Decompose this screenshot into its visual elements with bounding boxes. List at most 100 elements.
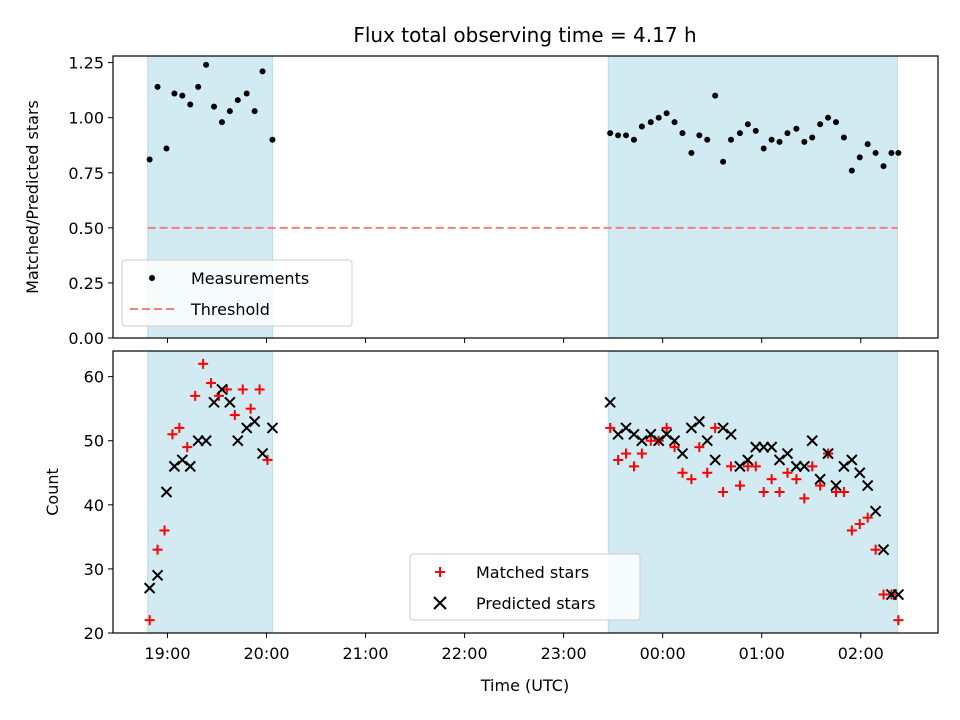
legend: Measurements Threshold: [121, 259, 353, 327]
predicted-star-point: [232, 435, 244, 447]
matched-star-point: [174, 422, 185, 433]
measurement-point: [211, 103, 218, 110]
measurement-point: [154, 83, 161, 90]
legend-marker: [433, 596, 447, 610]
y-tick-label: 40: [84, 496, 104, 515]
measurement-point: [163, 145, 170, 152]
measurement-point: [146, 156, 153, 163]
matched-star-point: [750, 461, 761, 472]
matched-star-point: [237, 384, 248, 395]
matched-star-point: [229, 410, 240, 421]
matched-star-point: [807, 461, 818, 472]
matched-star-point: [636, 448, 647, 459]
measurement-point: [880, 163, 887, 170]
measurement-point: [243, 90, 250, 97]
matched-star-point: [782, 467, 793, 478]
predicted-star-point: [208, 396, 220, 408]
measurement-point: [171, 90, 178, 97]
measurement-point: [784, 130, 791, 137]
legend-box: [409, 553, 641, 621]
matched-star-point: [694, 442, 705, 453]
legend-label: Predicted stars: [476, 594, 596, 613]
measurement-point: [728, 136, 735, 143]
matched-star-point: [628, 461, 639, 472]
measurement-point: [638, 123, 645, 130]
measurement-point: [679, 130, 686, 137]
predicted-star-point: [830, 479, 842, 492]
matched-star-point: [815, 480, 826, 491]
predicted-star-point: [636, 435, 648, 447]
matched-star-point: [838, 487, 849, 497]
measurement-point: [856, 154, 863, 161]
predicted-star-point: [668, 435, 681, 447]
measurement-point: [615, 132, 622, 139]
matched-star-point: [758, 487, 769, 497]
predicted-star-point: [838, 460, 850, 473]
matched-star-point: [862, 512, 873, 523]
predicted-star-point: [256, 447, 269, 460]
predicted-star-point: [628, 428, 640, 441]
predicted-star-point: [877, 543, 890, 556]
predicted-star-point: [806, 435, 818, 447]
measurement-point: [623, 132, 630, 139]
x-tick-label: 22:00: [442, 644, 488, 663]
matched-star-point: [245, 403, 256, 414]
predicted-star-point: [854, 467, 866, 479]
measurement-point: [179, 92, 186, 99]
matched-star-point: [702, 467, 713, 478]
y-tick-label: 0.25: [68, 274, 104, 293]
x-tick-label: 21:00: [342, 644, 388, 663]
predicted-star-point: [693, 415, 706, 428]
predicted-star-point: [660, 428, 673, 441]
predicted-star-point: [701, 435, 713, 447]
measurement-point: [809, 134, 816, 141]
measurement-point: [712, 92, 719, 99]
matched-star-point: [221, 384, 232, 395]
measurement-point: [744, 121, 751, 128]
matched-star-point: [613, 454, 624, 465]
matched-star-point: [144, 615, 155, 626]
legend-marker: [435, 567, 445, 577]
x-tick-label: 23:00: [541, 644, 587, 663]
matched-star-point: [159, 525, 170, 536]
measurement-point: [760, 145, 767, 152]
predicted-star-point: [168, 460, 181, 473]
legend: Matched stars Predicted stars: [409, 553, 641, 621]
measurement-point: [259, 68, 266, 75]
predicted-star-point: [709, 454, 721, 466]
measurement-point: [872, 149, 879, 156]
measurement-point: [817, 121, 824, 128]
predicted-star-point: [685, 422, 698, 434]
matched-star-point: [893, 615, 904, 626]
top-y-axis-label: Matched/Predicted stars: [23, 100, 42, 294]
predicted-star-point: [734, 460, 746, 473]
measurement-point: [704, 136, 711, 143]
predicted-star-point: [822, 447, 834, 460]
measurement-point: [864, 141, 871, 148]
predicted-star-point: [184, 460, 196, 473]
legend-label: Matched stars: [476, 563, 589, 582]
predicted-star-point: [266, 422, 279, 434]
x-tick-label: 00:00: [640, 644, 686, 663]
y-tick-label: 0.00: [68, 329, 104, 348]
predicted-star-point: [798, 460, 811, 473]
measurement-point: [663, 110, 670, 117]
measurement-point: [832, 119, 839, 126]
predicted-star-point: [717, 422, 729, 434]
matched-star-point: [677, 467, 688, 478]
x-tick-label: 01:00: [739, 644, 785, 663]
measurement-point: [203, 61, 210, 68]
measurement-point: [195, 83, 202, 90]
matched-star-point: [686, 474, 697, 485]
measurement-point: [688, 149, 695, 156]
measurement-point: [607, 130, 614, 137]
matched-star-point: [167, 429, 178, 440]
measurement-point: [768, 136, 775, 143]
predicted-star-point: [604, 396, 616, 408]
measurement-point: [226, 108, 233, 115]
chart-title: Flux total observing time = 4.17 h: [353, 23, 696, 47]
predicted-star-point: [846, 454, 858, 466]
measurement-point: [752, 127, 759, 134]
bottom-y-axis-label: Count: [43, 468, 62, 516]
